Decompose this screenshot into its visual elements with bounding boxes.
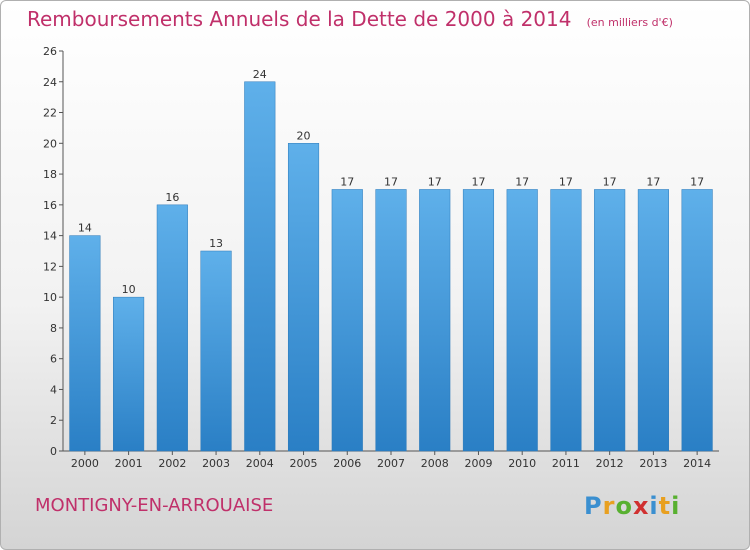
bar-value-label: 13: [209, 237, 223, 250]
y-tick-label: 22: [43, 107, 57, 120]
bar-value-label: 24: [253, 68, 267, 81]
x-tick-label: 2012: [596, 457, 624, 470]
x-tick-label: 2001: [115, 457, 143, 470]
chart-title-unit: (en milliers d'€): [586, 16, 673, 29]
bar-value-label: 14: [78, 222, 92, 235]
chart-labels: 0246810121416182022242614200010200116200…: [43, 45, 711, 470]
y-tick-label: 20: [43, 137, 57, 150]
logo-letter: o: [615, 492, 633, 520]
logo-letter: t: [658, 492, 672, 520]
y-tick-label: 18: [43, 168, 57, 181]
logo-letter: x: [632, 492, 650, 520]
x-tick-label: 2014: [683, 457, 711, 470]
bar: [550, 189, 582, 452]
y-tick-label: 0: [50, 445, 57, 458]
y-tick-label: 8: [50, 322, 57, 335]
x-tick-label: 2013: [639, 457, 667, 470]
bar-value-label: 17: [690, 175, 704, 188]
bar-value-label: 17: [515, 175, 529, 188]
y-tick-label: 14: [43, 230, 57, 243]
x-tick-label: 2006: [333, 457, 361, 470]
bar-value-label: 16: [165, 191, 179, 204]
x-tick-label: 2010: [508, 457, 536, 470]
logo-letter: r: [602, 492, 616, 520]
y-tick-label: 26: [43, 45, 57, 58]
bar-value-label: 17: [384, 175, 398, 188]
x-tick-label: 2005: [290, 457, 318, 470]
x-tick-label: 2009: [464, 457, 492, 470]
bar: [287, 143, 320, 452]
logo-letter: P: [584, 492, 603, 520]
chart-title: Remboursements Annuels de la Dette de 20…: [27, 7, 673, 31]
bar: [244, 81, 276, 452]
bar-value-label: 17: [559, 175, 573, 188]
x-tick-label: 2004: [246, 457, 274, 470]
bar: [156, 204, 188, 452]
y-tick-label: 12: [43, 260, 57, 273]
proxiti-logo: Proxiti: [584, 492, 680, 520]
y-tick-label: 16: [43, 199, 57, 212]
bar: [637, 189, 669, 452]
y-tick-label: 2: [50, 414, 57, 427]
y-tick-label: 6: [50, 353, 57, 366]
bar: [462, 189, 495, 452]
chart-title-main: Remboursements Annuels de la Dette de 20…: [27, 7, 572, 31]
bar: [594, 189, 626, 452]
chart-bars: [69, 81, 713, 452]
x-tick-label: 2003: [202, 457, 230, 470]
bar: [113, 296, 145, 452]
y-tick-label: 24: [43, 76, 57, 89]
y-tick-label: 10: [43, 291, 57, 304]
bar-value-label: 17: [603, 175, 617, 188]
bar: [419, 189, 451, 452]
logo-letter: i: [671, 492, 681, 520]
bar-value-label: 10: [122, 283, 136, 296]
bar: [200, 250, 232, 452]
bar-value-label: 20: [297, 129, 311, 142]
bar: [375, 189, 407, 452]
y-tick-label: 4: [50, 383, 57, 396]
x-tick-label: 2002: [158, 457, 186, 470]
bar-value-label: 17: [428, 175, 442, 188]
x-tick-label: 2000: [71, 457, 99, 470]
bar: [69, 235, 101, 452]
commune-name: MONTIGNY-EN-ARROUAISE: [35, 495, 274, 516]
logo-letter: i: [649, 492, 659, 520]
bar-value-label: 17: [471, 175, 485, 188]
bar-value-label: 17: [340, 175, 354, 188]
x-tick-label: 2011: [552, 457, 580, 470]
bar: [681, 189, 713, 452]
bar: [331, 189, 363, 452]
x-tick-label: 2008: [421, 457, 449, 470]
bar-value-label: 17: [646, 175, 660, 188]
x-tick-label: 2007: [377, 457, 405, 470]
bar: [506, 189, 538, 452]
